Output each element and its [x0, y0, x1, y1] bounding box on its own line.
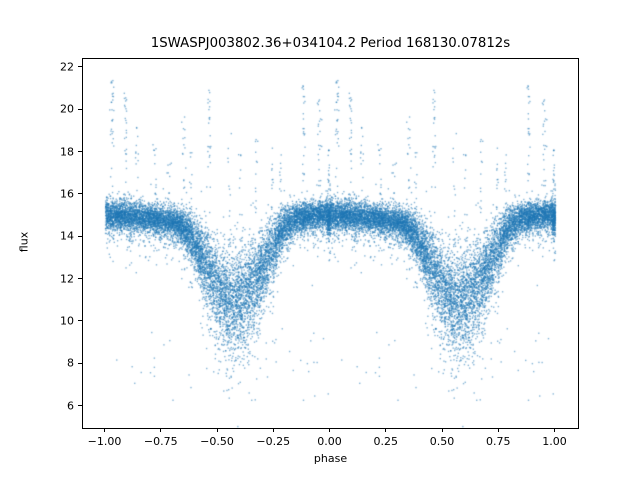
x-tick-label: −1.00 — [87, 435, 122, 448]
x-axis-label: phase — [313, 452, 348, 465]
x-tick-label: 0.50 — [429, 435, 455, 448]
x-tick-mark — [216, 428, 218, 432]
y-tick-mark — [78, 320, 82, 322]
x-tick-label: −0.75 — [143, 435, 178, 448]
x-tick-label: 0.25 — [373, 435, 399, 448]
x-tick-label: 1.00 — [542, 435, 567, 448]
y-tick-label: 14 — [60, 229, 74, 243]
x-tick-mark — [104, 428, 105, 432]
y-tick-label: 10 — [60, 314, 74, 328]
x-tick-label: 0.00 — [317, 435, 342, 448]
y-tick-label: 22 — [60, 60, 74, 74]
y-tick-label: 12 — [60, 272, 74, 286]
x-tick-mark — [160, 428, 162, 432]
x-tick-mark — [554, 428, 555, 432]
chart-title: 1SWASPJ003802.36+034104.2 Period 168130.… — [150, 36, 511, 51]
x-tick-mark — [441, 428, 443, 432]
scatter-points-canvas — [83, 59, 578, 428]
y-tick-mark — [78, 151, 82, 153]
y-tick-mark — [78, 235, 82, 237]
y-tick-mark — [78, 193, 82, 195]
y-tick-label: 6 — [67, 399, 74, 413]
y-tick-mark — [78, 66, 82, 68]
y-axis-label: flux — [17, 231, 31, 253]
x-tick-mark — [385, 428, 387, 432]
y-tick-mark — [78, 108, 82, 110]
x-tick-label: 0.75 — [486, 435, 511, 448]
x-tick-label: −0.25 — [256, 435, 291, 448]
x-tick-mark — [497, 428, 499, 432]
x-tick-mark — [272, 428, 274, 432]
y-tick-mark — [78, 278, 82, 280]
y-tick-label: 18 — [60, 145, 74, 159]
plot-area — [82, 58, 579, 429]
y-tick-mark — [78, 405, 82, 407]
y-tick-label: 8 — [67, 356, 74, 370]
y-tick-label: 20 — [60, 102, 74, 116]
x-tick-label: −0.50 — [200, 435, 234, 448]
x-tick-mark — [329, 428, 330, 432]
y-tick-mark — [78, 362, 82, 364]
y-tick-label: 16 — [60, 187, 74, 201]
